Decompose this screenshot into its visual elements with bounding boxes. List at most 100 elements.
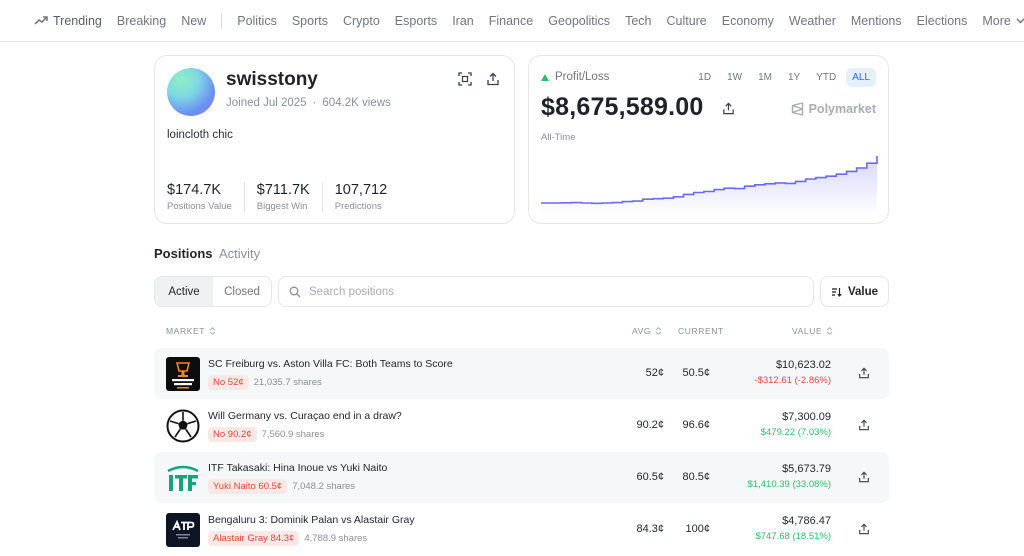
sort-button[interactable]: Value [820,276,889,307]
table-row[interactable]: SC Freiburg vs. Aston Villa FC: Both Tea… [154,348,889,399]
sort-arrows-icon [209,327,216,335]
sort-icon [831,287,842,297]
outcome-badge: Alastair Gray 84.3¢ [208,531,300,546]
profile-bio: loincloth chic [167,129,233,141]
row-current: 50.5¢ [682,367,710,379]
polymarket-logo-icon [791,102,803,116]
avatar [167,68,215,116]
nav-new[interactable]: New [181,14,207,28]
stat-value: 107,712 [334,182,388,198]
share-count: 4,788.9 shares [304,533,368,544]
range-ytd[interactable]: YTD [816,72,837,83]
share-icon[interactable] [722,102,735,115]
stat-biggest-win: $711.7K Biggest Win [257,182,323,212]
sort-arrows-icon [826,327,833,335]
europa-league-icon [166,357,200,391]
sort-arrows-icon [655,327,662,335]
nav-geopolitics[interactable]: Geopolitics [548,14,611,28]
username: swisstony [226,69,318,90]
filter-active-button[interactable]: Active [155,277,213,306]
range-all[interactable]: ALL [846,68,876,87]
pnl-chart-area [541,156,877,214]
header-current-label: CURRENT [678,326,724,336]
header-avg-label: AVG [632,326,652,336]
nav-culture[interactable]: Culture [666,14,707,28]
nav-elections[interactable]: Elections [916,14,968,28]
tab-activity[interactable]: Activity [219,246,261,261]
share-icon[interactable] [858,471,870,483]
nav-tech[interactable]: Tech [625,14,652,28]
stat-value: $711.7K [256,182,310,198]
header-value-label: VALUE [792,326,823,336]
tab-positions[interactable]: Positions [154,246,213,261]
row-sub: Yuki Naito 60.5¢ 7,048.2 shares [208,479,355,494]
meta-separator: · [312,97,317,109]
nav-more-label: More [982,14,1011,28]
nav-weather[interactable]: Weather [788,14,836,28]
up-triangle-icon [541,73,549,81]
nav-trending-label: Trending [53,14,102,28]
row-title: Will Germany vs. Curaçao end in a draw? [208,410,402,422]
nav-iran[interactable]: Iran [452,14,474,28]
search-input[interactable] [309,285,789,298]
row-title: Bengaluru 3: Dominik Palan vs Alastair G… [208,514,415,526]
view-count: 604.2K views [322,97,391,109]
nav-crypto[interactable]: Crypto [342,14,380,28]
filter-closed-button[interactable]: Closed [224,285,260,298]
nav-economy[interactable]: Economy [721,14,774,28]
nav-mentions[interactable]: Mentions [850,14,902,28]
stat-value: $174.7K [167,182,222,198]
nav-sports[interactable]: Sports [291,14,328,28]
header-avg[interactable]: AVG [632,326,662,336]
nav-politics[interactable]: Politics [237,14,277,28]
nav-more[interactable]: More [982,14,1024,28]
header-current[interactable]: CURRENT [678,326,724,336]
profile-meta: Joined Jul 2025 · 604.2K views [226,97,391,109]
table-row[interactable]: Bengaluru 3: Dominik Palan vs Alastair G… [154,504,889,555]
sort-label: Value [847,285,879,298]
outcome-badge: Yuki Naito 60.5¢ [208,479,288,494]
row-sub: No 52¢ 21,035.7 shares [208,375,322,390]
brand-name: Polymarket [808,102,876,116]
qr-scan-icon[interactable] [458,72,472,86]
table-row[interactable]: Will Germany vs. Curaçao end in a draw? … [154,400,889,451]
pnl-chart-line [541,156,878,205]
range-1w[interactable]: 1W [727,72,743,83]
nav-divider [221,13,223,29]
share-icon[interactable] [486,72,500,86]
row-value: $4,786.47 [782,515,831,527]
header-market[interactable]: MARKET [166,326,216,336]
header-value[interactable]: VALUE [792,326,833,336]
nav-esports[interactable]: Esports [394,14,438,28]
profile-actions [458,72,500,86]
nav-trending[interactable]: Trending [34,14,102,28]
stat-label: Biggest Win [256,201,308,212]
row-avg: 84.3¢ [636,523,664,535]
row-current: 80.5¢ [682,471,710,483]
pnl-label: Profit/Loss [541,71,609,83]
pnl-value: $8,675,589.00 [541,93,704,121]
table-row[interactable]: ITF Takasaki: Hina Inoue vs Yuki Naito Y… [154,452,889,503]
stat-label: Predictions [334,201,382,212]
nav-finance[interactable]: Finance [488,14,534,28]
row-avg: 52¢ [645,367,664,379]
range-1y[interactable]: 1Y [787,72,801,83]
share-icon[interactable] [858,419,870,431]
share-icon[interactable] [858,367,870,379]
row-avg: 90.2¢ [636,419,664,431]
share-icon[interactable] [858,523,870,535]
stat-positions-value: $174.7K Positions Value [167,182,245,212]
pnl-card: Profit/Loss 1D 1W 1M 1Y YTD ALL $8,675,589.00… [528,55,889,224]
range-1d[interactable]: 1D [698,72,712,83]
profile-card: swisstony Joined Jul 2025 · 604.2K views… [154,55,515,224]
soccer-ball-icon [166,409,200,443]
row-change: $1,410.39 (33.08%) [747,479,831,490]
pnl-chart[interactable] [541,152,878,214]
row-value: $7,300.09 [782,411,831,423]
stat-predictions: 107,712 Predictions [335,182,399,212]
nav-breaking[interactable]: Breaking [116,14,167,28]
trending-icon [34,16,48,25]
range-1m[interactable]: 1M [758,72,772,83]
row-sub: Alastair Gray 84.3¢ 4,788.9 shares [208,531,367,546]
profile-stats: $174.7K Positions Value $711.7K Biggest … [167,182,411,212]
